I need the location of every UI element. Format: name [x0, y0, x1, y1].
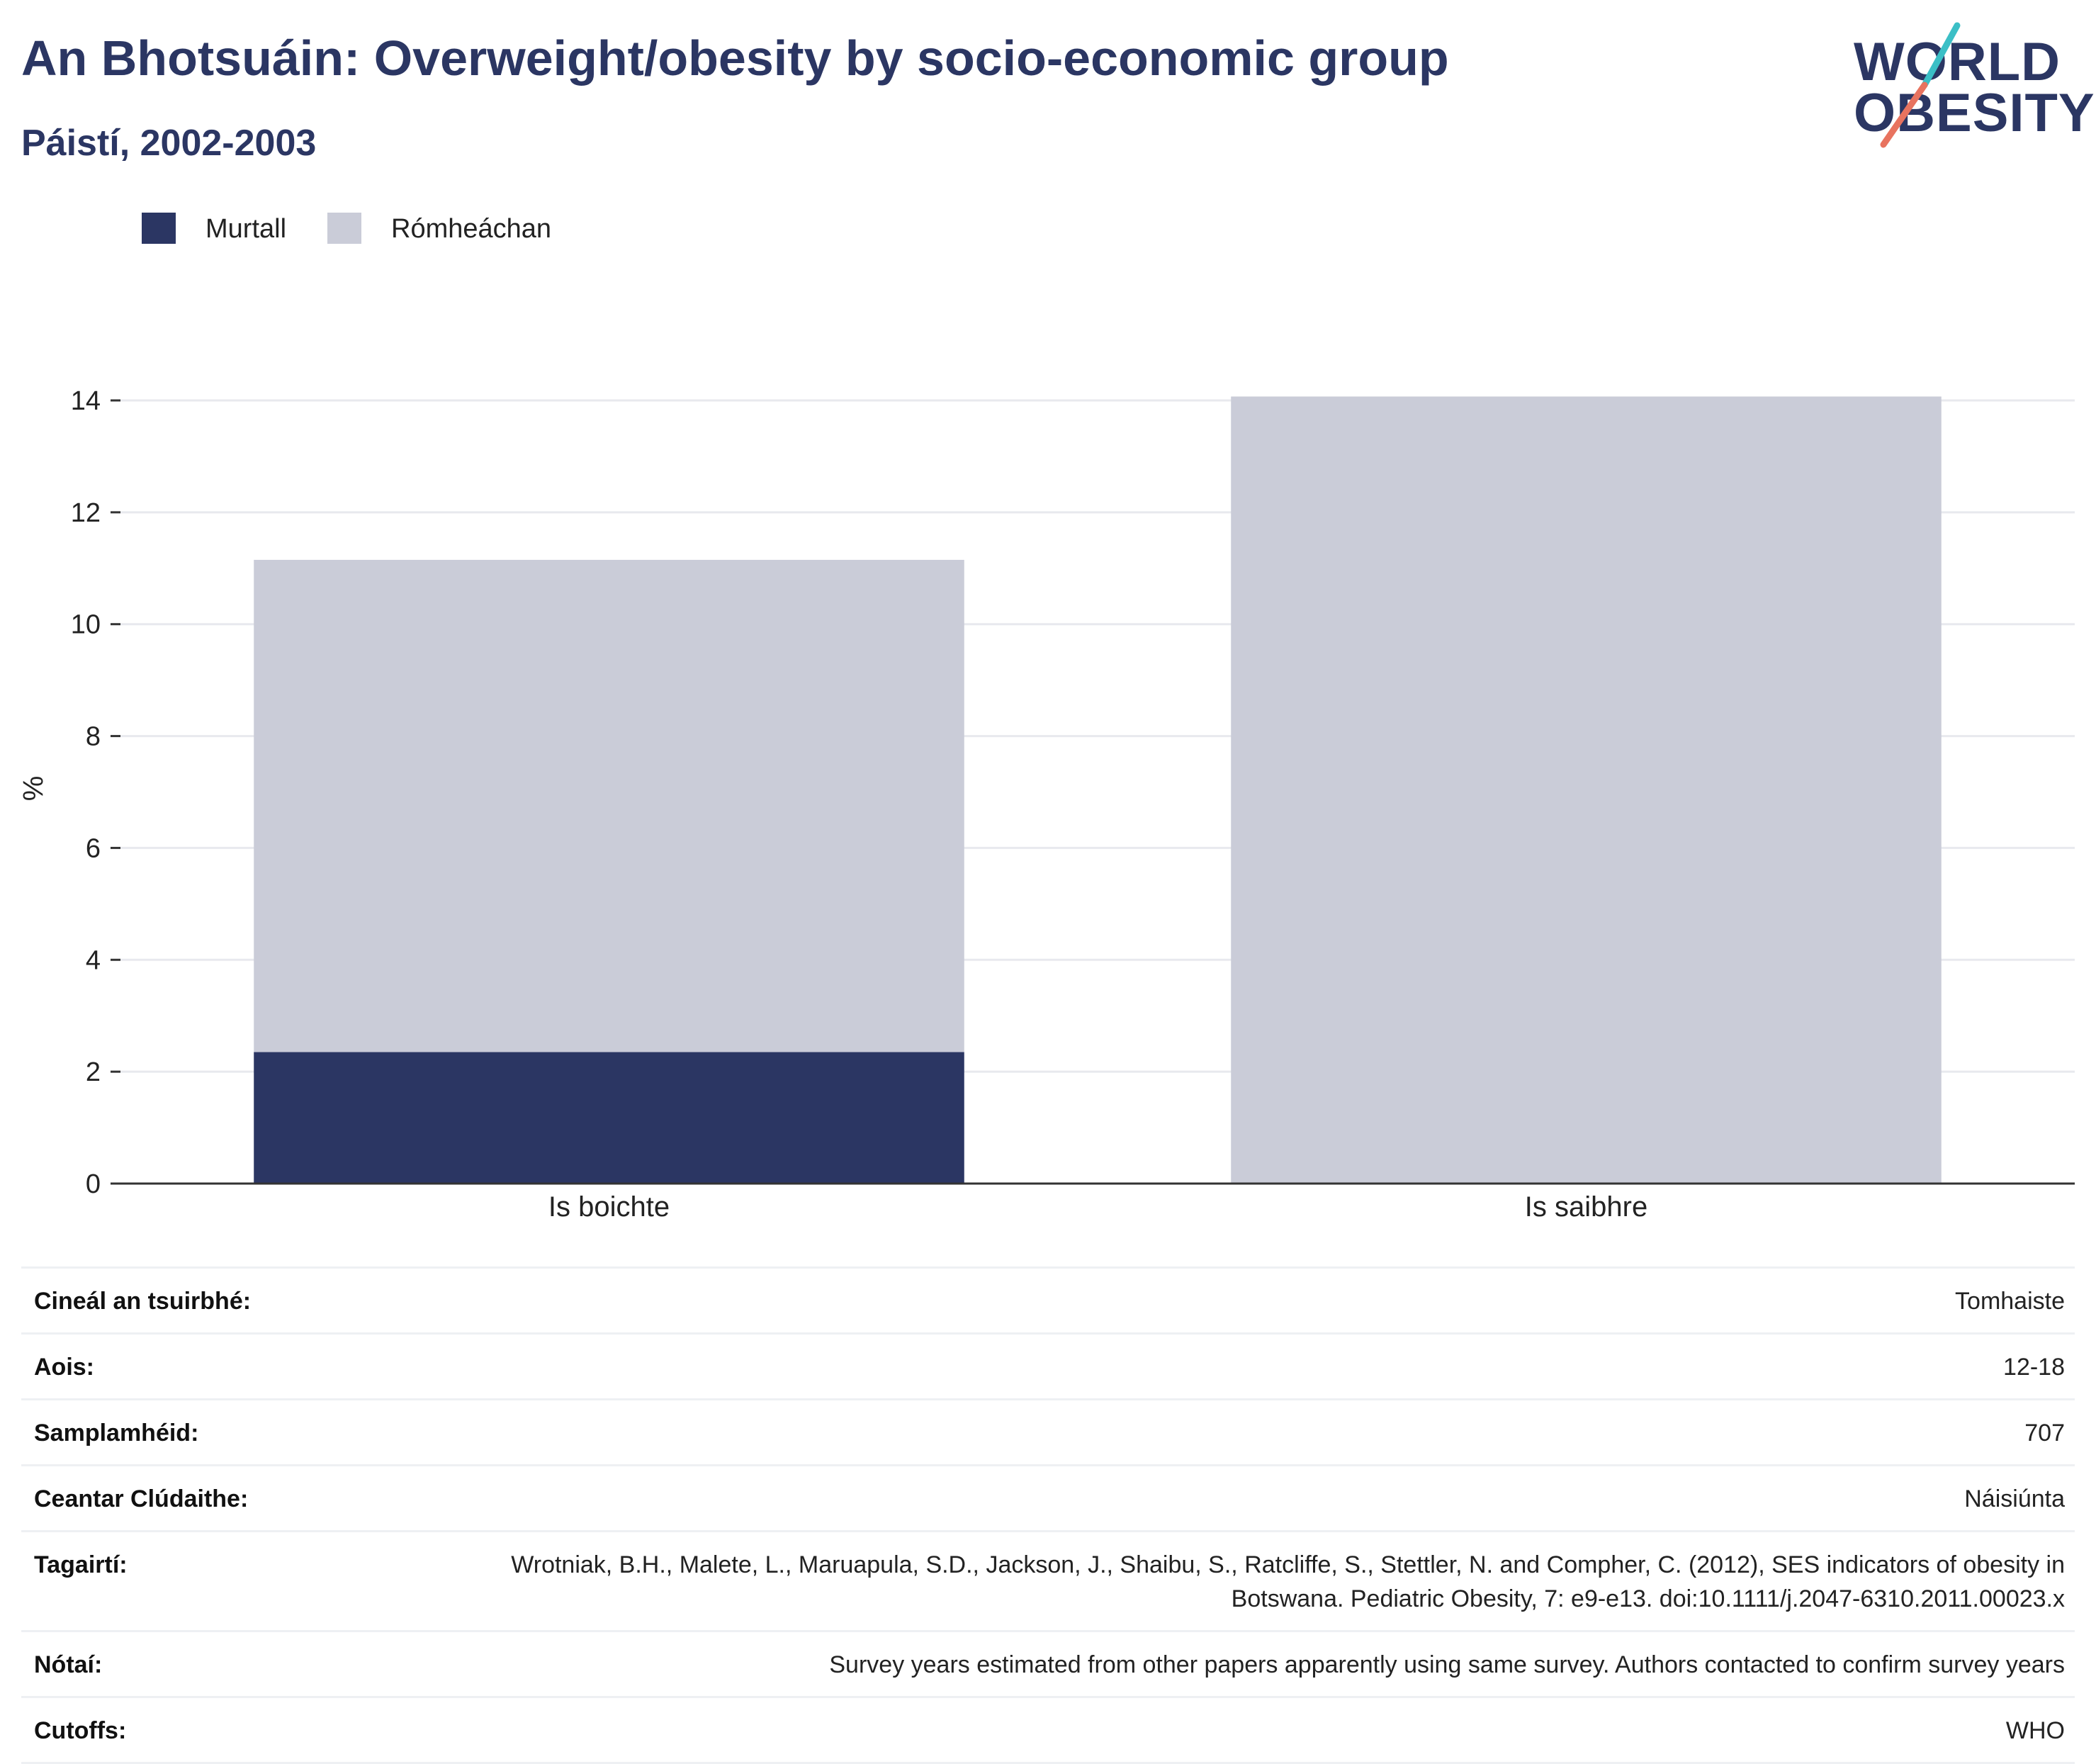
details-row: Ceantar Clúdaithe: Náisiúnta [21, 1464, 2075, 1530]
y-tick-label: 8 [86, 722, 101, 752]
logo-slash-icon [1880, 22, 1961, 148]
details-row: Cineál an tsuirbhé: Tomhaiste [21, 1266, 2075, 1332]
logo-line-1: WORLD [1854, 32, 2061, 92]
legend-swatch-romheachan [327, 213, 361, 244]
chart-title: An Bhotsuáin: Overweight/obesity by soci… [21, 30, 1449, 86]
details-row-label: Ceantar Clúdaithe: [34, 1485, 249, 1512]
details-row-label: Aois: [34, 1354, 94, 1381]
bar-chart: 0 2 4 6 8 10 12 14 Is boichte Is saibhre [71, 386, 2075, 1223]
details-row: Tagairtí: Wrotniak, B.H., Malete, L., Mar… [21, 1530, 2075, 1630]
y-tick-label: 2 [86, 1057, 101, 1087]
bar-murtall [254, 1052, 964, 1184]
legend-label-romheachan: Rómheáchan [391, 214, 552, 244]
details-row-value: 707 [2024, 1420, 2065, 1446]
y-tick-label: 4 [86, 945, 101, 975]
chart-subtitle: Páistí, 2002-2003 [21, 123, 317, 164]
details-row-label: Nótaí: [34, 1651, 103, 1678]
details-row-value: Wrotniak, B.H., Malete, L., Maruapula, S… [511, 1551, 2065, 1612]
details-row-label: Samplamhéid: [34, 1420, 199, 1446]
legend-label-murtall: Murtall [205, 214, 287, 244]
details-row: Aois: 12-18 [21, 1332, 2075, 1398]
y-tick-label: 12 [71, 498, 101, 528]
legend-swatch-murtall [142, 213, 176, 244]
y-tick-label: 10 [71, 610, 101, 640]
world-obesity-logo: WORLD OBESITY [1848, 20, 2095, 155]
details-row-label: Tagairtí: [34, 1551, 128, 1578]
bar-romheachan [254, 559, 964, 1052]
survey-details-table: Cineál an tsuirbhé: Tomhaiste Aois: 12-18 Sa… [21, 1266, 2075, 1764]
details-row-value: 12-18 [2003, 1354, 2065, 1381]
details-row-value: WHO [2005, 1717, 2065, 1744]
details-row: Nótaí: Survey years estimated from other … [21, 1630, 2075, 1696]
y-tick-label: 0 [86, 1169, 101, 1199]
details-row-value: Tomhaiste [1955, 1288, 2065, 1315]
y-tick-label: 6 [86, 833, 101, 863]
x-tick-label: Is boichte [548, 1191, 670, 1223]
details-row: Cutoffs: WHO [21, 1696, 2075, 1764]
details-row-value: Náisiúnta [1964, 1485, 2065, 1512]
y-tick-label: 14 [71, 386, 101, 416]
details-row: Samplamhéid: 707 [21, 1398, 2075, 1464]
bar-romheachan [1231, 396, 1942, 1184]
details-row-label: Cineál an tsuirbhé: [34, 1288, 252, 1315]
details-row-value: Survey years estimated from other papers… [829, 1651, 2065, 1678]
details-row-label: Cutoffs: [34, 1717, 127, 1744]
x-tick-label: Is saibhre [1525, 1191, 1647, 1223]
